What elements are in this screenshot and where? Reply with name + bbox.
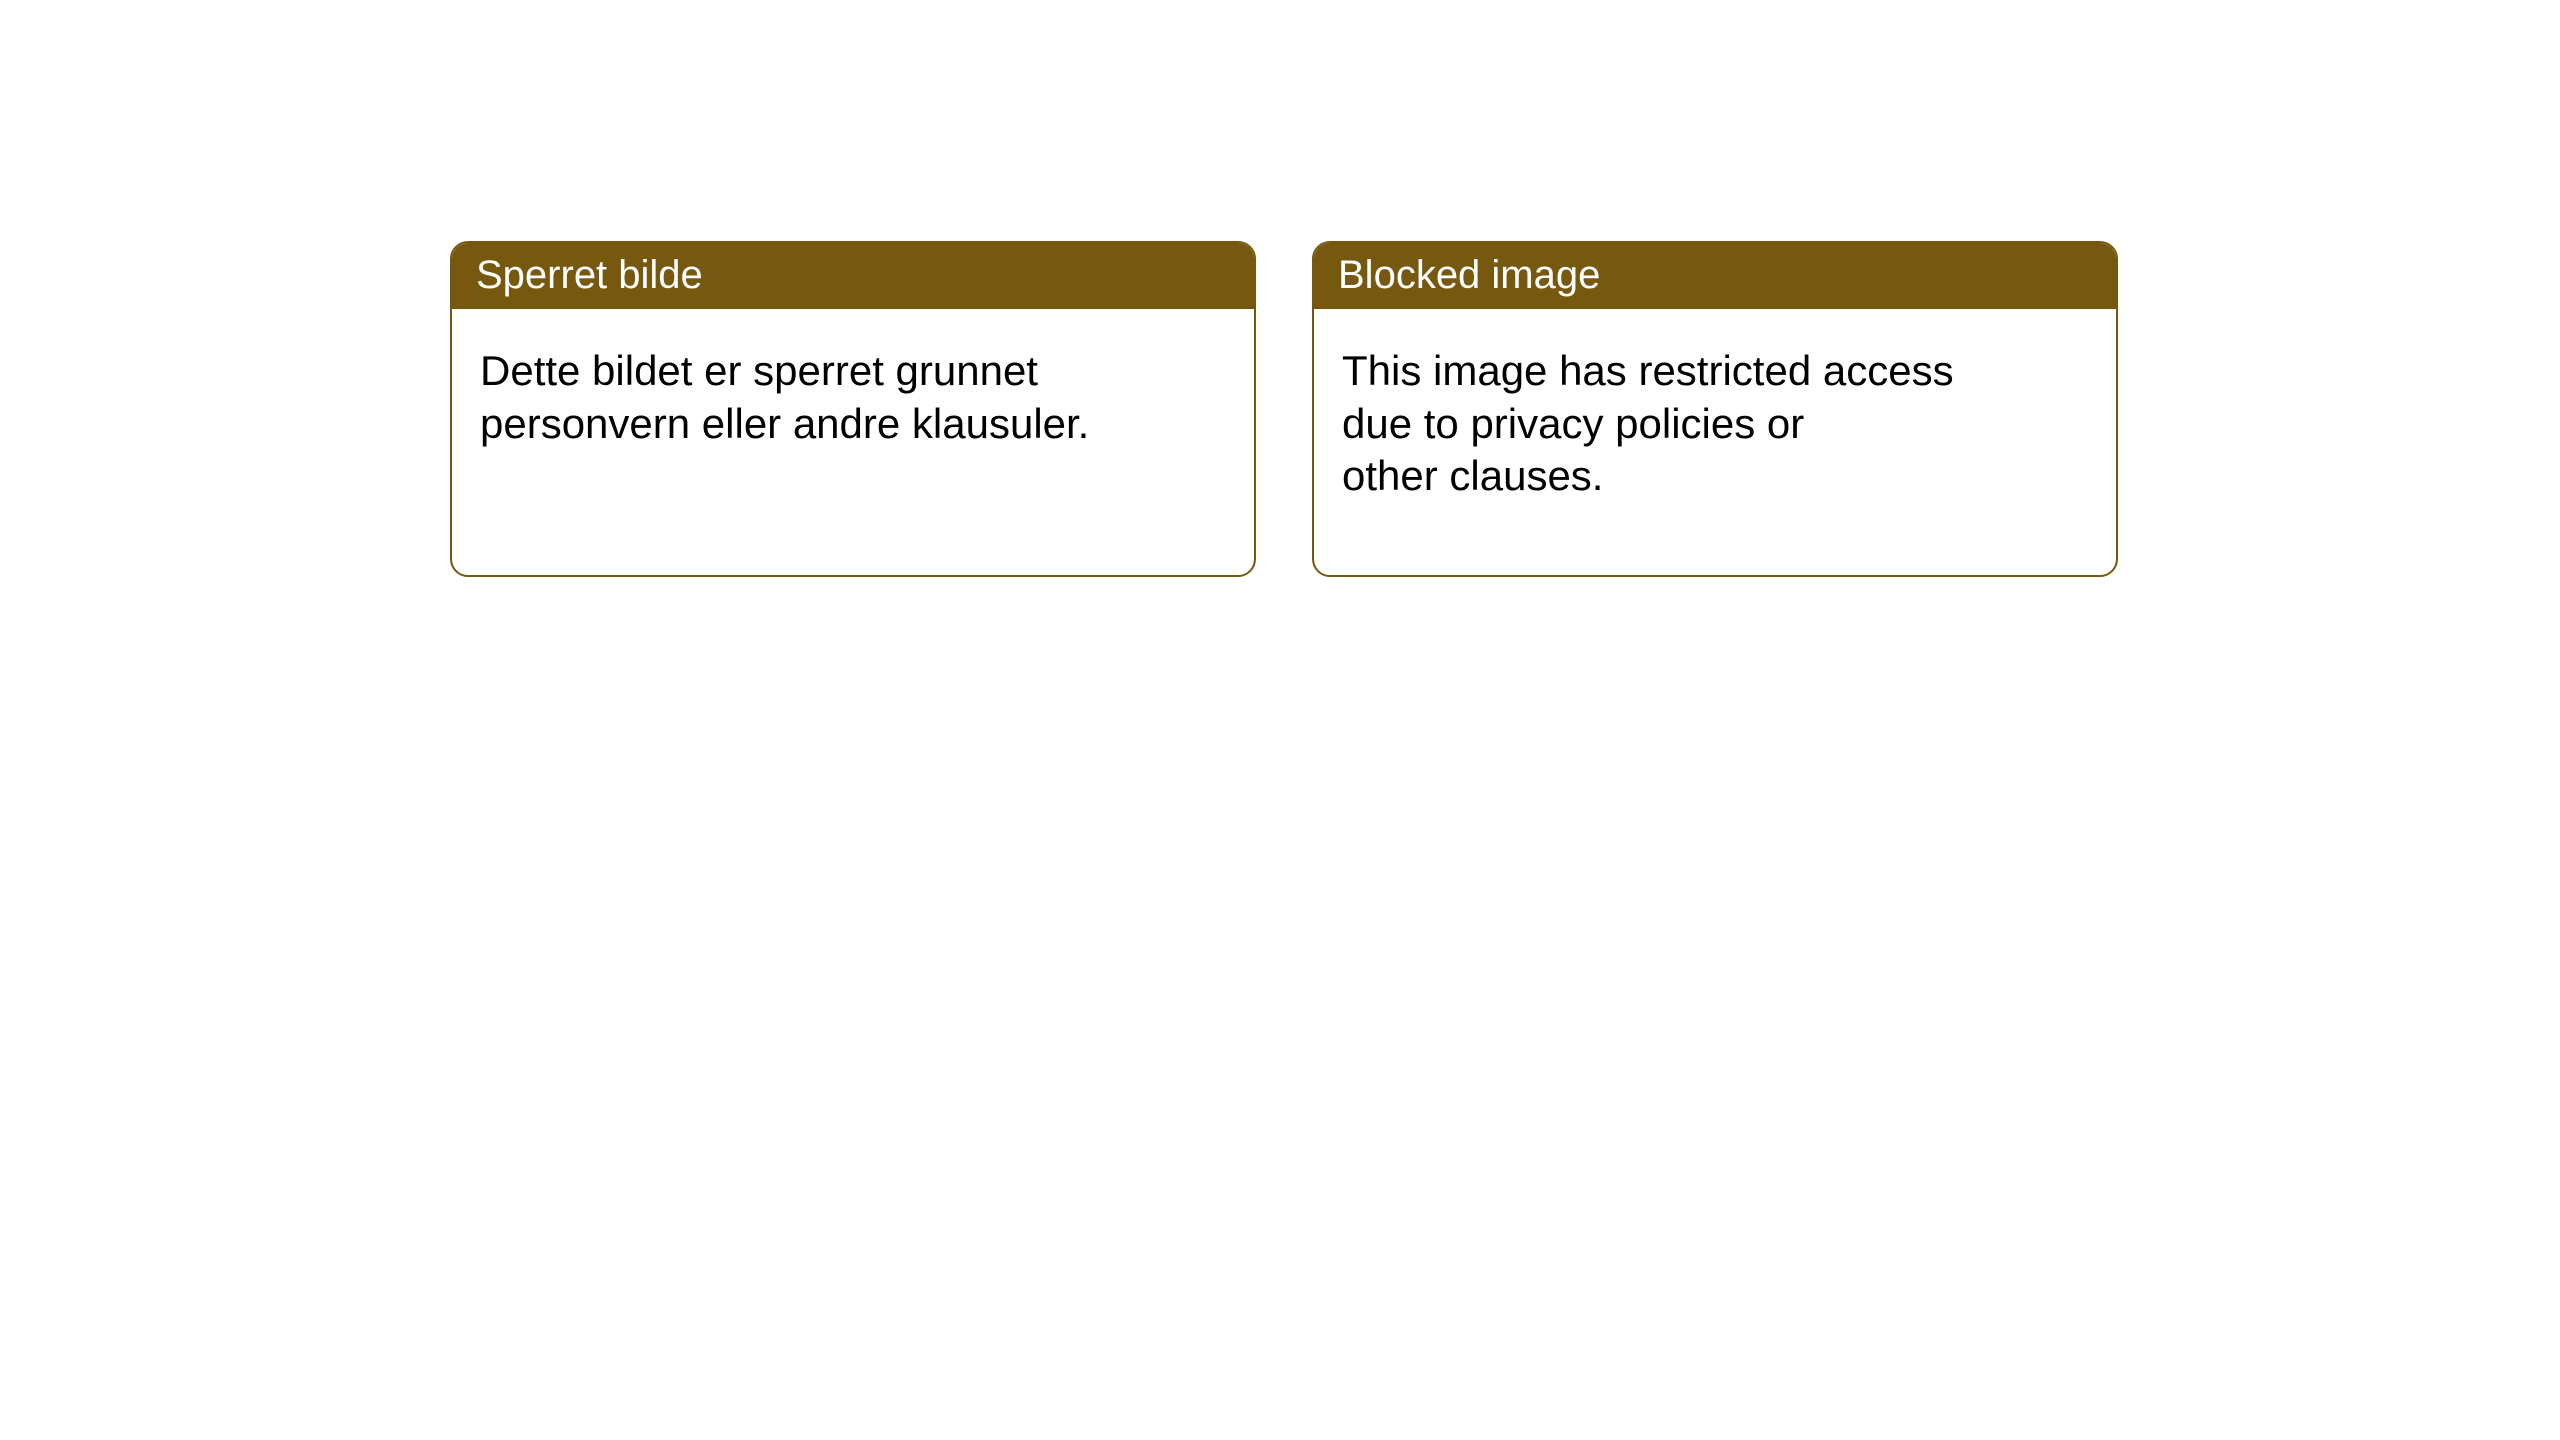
notice-card-title: Blocked image (1314, 243, 2116, 309)
notice-card-norwegian: Sperret bilde Dette bildet er sperret gr… (450, 241, 1256, 577)
notice-card-english: Blocked image This image has restricted … (1312, 241, 2118, 577)
notice-card-title: Sperret bilde (452, 243, 1254, 309)
notice-card-body: This image has restricted access due to … (1314, 309, 2116, 531)
notice-container: Sperret bilde Dette bildet er sperret gr… (0, 0, 2560, 577)
notice-card-body: Dette bildet er sperret grunnet personve… (452, 309, 1254, 478)
